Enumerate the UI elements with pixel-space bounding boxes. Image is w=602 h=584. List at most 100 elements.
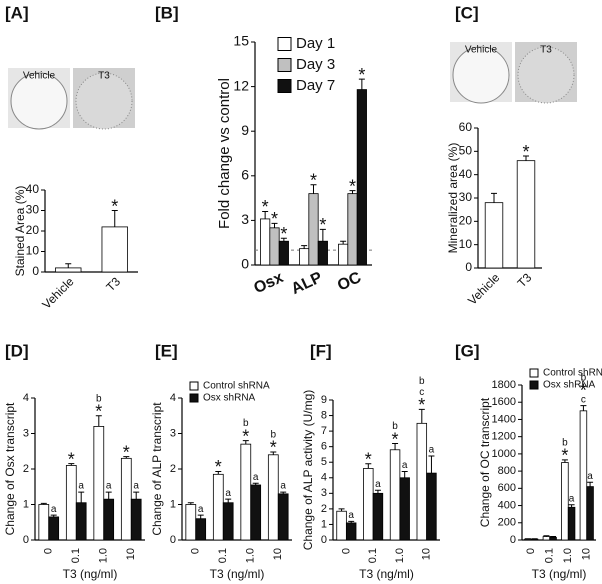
bar	[516, 160, 536, 269]
image-label: T3	[98, 71, 110, 82]
significance-mark: *	[319, 215, 326, 235]
y-tick-label: 15	[233, 33, 249, 49]
significance-mark: *	[280, 224, 287, 244]
y-tick-label: 1	[23, 498, 29, 510]
bar	[75, 502, 87, 541]
x-tick-label: 0	[525, 548, 537, 554]
bar	[55, 267, 82, 273]
x-tick-label: Osx	[251, 269, 286, 297]
y-tick-label: 7	[321, 425, 327, 437]
y-tick-label: 8	[321, 409, 327, 421]
y-tick-label: 200	[498, 517, 516, 529]
x-tick-label: 1.0	[98, 548, 110, 563]
significance-mark: b	[271, 430, 277, 441]
y-tick-label: 1200	[492, 431, 516, 443]
dish	[75, 72, 133, 130]
y-tick-label: 20	[459, 214, 473, 228]
x-tick-label: 10	[421, 548, 433, 560]
bar	[567, 506, 576, 541]
significance-mark: *	[522, 142, 529, 162]
significance-mark: a	[280, 481, 286, 492]
bar	[345, 522, 357, 541]
significance-mark: *	[310, 170, 317, 190]
error-bar	[95, 415, 102, 427]
bar	[278, 240, 289, 266]
legend-swatch	[277, 79, 292, 93]
x-tick-label: Vehicle	[39, 274, 76, 311]
bar	[277, 493, 289, 541]
bar	[185, 504, 197, 541]
x-tick-label: ALP	[289, 269, 325, 298]
y-tick-label: 12	[233, 77, 249, 93]
significance-mark: b	[419, 376, 425, 387]
y-tick-label: 9	[241, 122, 249, 138]
error-bar	[123, 456, 130, 459]
bar	[103, 498, 115, 541]
bar	[426, 472, 437, 541]
significance-mark: *	[68, 449, 75, 469]
x-axis-label: T3 (ng/ml)	[359, 567, 414, 581]
significance-mark: a	[51, 504, 57, 515]
y-tick-label: 0	[465, 260, 472, 274]
y-tick-label: 10	[459, 237, 473, 251]
error-bar	[105, 491, 112, 500]
error-bar	[550, 536, 557, 538]
significance-mark: *	[215, 457, 222, 477]
y-tick-label: 40	[459, 167, 473, 181]
bar	[549, 537, 557, 541]
bar	[372, 492, 384, 541]
significance-mark: *	[242, 426, 249, 446]
x-tick-label: 0	[190, 548, 202, 554]
y-tick-label: 400	[498, 499, 516, 511]
x-tick-label: 10	[125, 548, 137, 560]
error-bar	[78, 491, 85, 503]
bar	[542, 536, 551, 541]
bar	[212, 473, 224, 541]
error-bar	[348, 520, 355, 523]
y-tick-label: 0	[241, 256, 249, 272]
dish	[517, 46, 575, 104]
y-tick-label: 3	[321, 487, 327, 499]
error-bar	[301, 245, 308, 249]
significance-mark: b	[243, 418, 249, 429]
legend-swatch	[277, 58, 292, 72]
significance-mark: *	[561, 446, 568, 466]
legend-swatch	[189, 381, 199, 391]
bar	[524, 538, 532, 541]
significance-mark: a	[429, 445, 435, 456]
y-axis-label: Change of Osx transcript	[3, 402, 17, 535]
error-bar	[111, 210, 118, 227]
y-tick-label: 800	[498, 465, 516, 477]
x-tick-label: T3	[103, 274, 123, 294]
bar	[130, 498, 142, 541]
significance-mark: a	[587, 471, 593, 482]
x-tick-label: 1.0	[394, 548, 406, 563]
error-bar	[349, 190, 356, 194]
significance-mark: a	[106, 481, 112, 492]
error-bar	[197, 514, 204, 519]
bar	[399, 477, 410, 541]
significance-mark: a	[198, 504, 204, 515]
y-tick-label: 1400	[492, 413, 516, 425]
y-tick-label: 1	[321, 518, 327, 530]
bar	[416, 422, 428, 541]
significance-mark: c	[581, 394, 586, 405]
significance-mark: *	[418, 395, 425, 415]
bar	[561, 462, 569, 541]
y-tick-label: 3	[241, 211, 249, 227]
significance-mark: a	[133, 481, 139, 492]
bar	[269, 227, 280, 266]
error-bar	[561, 459, 568, 463]
bar	[530, 538, 539, 541]
significance-mark: a	[569, 493, 575, 504]
bar	[317, 240, 328, 266]
bar	[267, 454, 279, 541]
error-bar	[40, 502, 47, 505]
x-axis-label: T3 (ng/ml)	[63, 567, 118, 581]
error-bar	[50, 514, 57, 517]
significance-mark: b	[562, 438, 568, 449]
error-bar	[271, 222, 278, 228]
significance-mark: *	[358, 65, 365, 85]
y-axis-label: Change of OC transcript	[478, 397, 492, 527]
y-tick-label: 1000	[492, 448, 516, 460]
